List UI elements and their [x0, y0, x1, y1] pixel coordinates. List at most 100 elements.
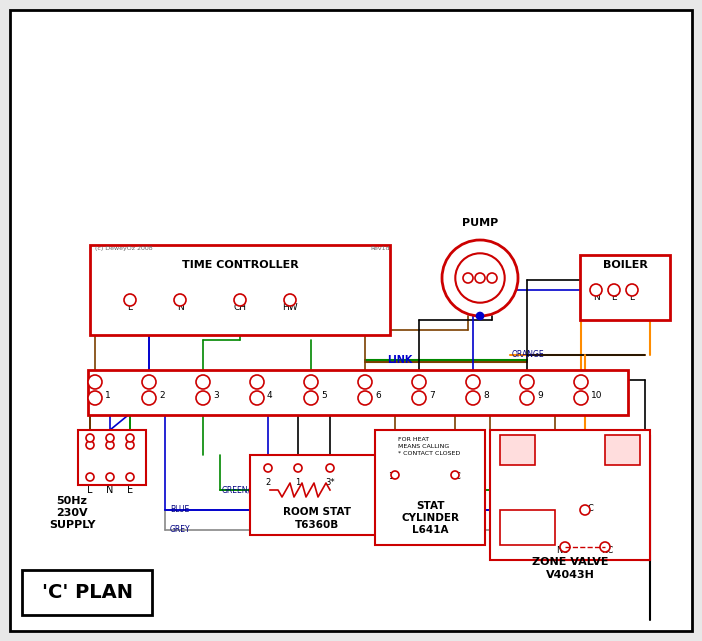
- Text: GREY: GREY: [170, 525, 191, 534]
- Text: N: N: [106, 485, 114, 495]
- Circle shape: [126, 473, 134, 481]
- Text: 230V: 230V: [56, 508, 88, 518]
- Circle shape: [600, 542, 610, 552]
- Circle shape: [560, 542, 570, 552]
- Circle shape: [520, 375, 534, 389]
- Circle shape: [174, 294, 186, 306]
- Text: LINK: LINK: [388, 355, 413, 365]
- Circle shape: [412, 375, 426, 389]
- Circle shape: [304, 391, 318, 405]
- Text: SUPPLY: SUPPLY: [48, 520, 95, 530]
- Bar: [605, 435, 640, 465]
- Text: BOILER: BOILER: [602, 260, 647, 270]
- Text: NC: NC: [601, 546, 613, 555]
- Circle shape: [106, 434, 114, 442]
- Text: CH: CH: [234, 303, 246, 312]
- Circle shape: [142, 375, 156, 389]
- Text: PUMP: PUMP: [462, 218, 498, 228]
- Circle shape: [106, 473, 114, 481]
- Circle shape: [86, 434, 94, 442]
- Text: N: N: [592, 293, 600, 302]
- Text: NO: NO: [557, 546, 569, 555]
- Bar: [490, 430, 650, 560]
- Circle shape: [88, 375, 102, 389]
- Text: 1: 1: [296, 478, 300, 487]
- Text: MEANS CALLING: MEANS CALLING: [398, 444, 449, 449]
- Text: 5: 5: [321, 390, 326, 399]
- Text: CYLINDER: CYLINDER: [401, 513, 459, 523]
- Text: L: L: [128, 303, 133, 312]
- Circle shape: [475, 273, 485, 283]
- Text: ROOM STAT: ROOM STAT: [283, 507, 351, 517]
- Circle shape: [126, 441, 134, 449]
- Circle shape: [477, 313, 484, 319]
- Circle shape: [487, 273, 497, 283]
- Text: HW: HW: [282, 303, 298, 312]
- Text: 2: 2: [265, 478, 271, 487]
- Text: 4: 4: [267, 390, 272, 399]
- Circle shape: [466, 391, 480, 405]
- Text: (c) DeweyOz 2008: (c) DeweyOz 2008: [95, 246, 152, 251]
- Bar: [90, 245, 390, 335]
- Text: 50Hz: 50Hz: [57, 496, 88, 506]
- Circle shape: [86, 473, 94, 481]
- Circle shape: [520, 391, 534, 405]
- Text: C: C: [587, 504, 593, 513]
- Text: L: L: [87, 485, 93, 495]
- Bar: [22, 570, 152, 615]
- Circle shape: [196, 375, 210, 389]
- Bar: [500, 510, 555, 545]
- Circle shape: [358, 375, 372, 389]
- Circle shape: [124, 294, 136, 306]
- Circle shape: [304, 375, 318, 389]
- Text: M: M: [520, 520, 534, 534]
- Circle shape: [574, 375, 588, 389]
- Text: BLUE: BLUE: [170, 505, 190, 514]
- Circle shape: [86, 441, 94, 449]
- Text: Rev1d: Rev1d: [370, 246, 390, 251]
- Text: ORANGE: ORANGE: [512, 350, 545, 359]
- Circle shape: [451, 471, 459, 479]
- Text: 10: 10: [591, 390, 602, 399]
- Text: 8: 8: [483, 390, 489, 399]
- Circle shape: [391, 471, 399, 479]
- Text: 6: 6: [375, 390, 380, 399]
- Text: STAT: STAT: [416, 501, 444, 511]
- Text: L: L: [630, 293, 635, 302]
- Circle shape: [456, 253, 505, 303]
- Text: N E L: N E L: [469, 274, 491, 283]
- Circle shape: [250, 375, 264, 389]
- Text: N: N: [177, 303, 183, 312]
- Text: WHITE: WHITE: [520, 375, 545, 384]
- Bar: [250, 455, 385, 535]
- Circle shape: [412, 391, 426, 405]
- Circle shape: [106, 441, 114, 449]
- Bar: [375, 430, 485, 545]
- Text: BROWN: BROWN: [476, 465, 485, 495]
- Circle shape: [358, 391, 372, 405]
- Text: E: E: [127, 485, 133, 495]
- Circle shape: [326, 464, 334, 472]
- Text: TIME CONTROLLER: TIME CONTROLLER: [182, 260, 298, 270]
- Text: 1: 1: [105, 390, 111, 399]
- Text: ZONE VALVE: ZONE VALVE: [531, 557, 608, 567]
- Circle shape: [608, 284, 620, 296]
- Circle shape: [284, 294, 296, 306]
- Circle shape: [626, 284, 638, 296]
- Text: C: C: [454, 472, 460, 481]
- Circle shape: [250, 391, 264, 405]
- Text: FOR HEAT: FOR HEAT: [398, 437, 429, 442]
- Circle shape: [574, 391, 588, 405]
- Circle shape: [442, 240, 518, 316]
- Text: 9: 9: [537, 390, 543, 399]
- Circle shape: [264, 464, 272, 472]
- Circle shape: [234, 294, 246, 306]
- Bar: [580, 255, 670, 320]
- Text: 3: 3: [213, 390, 219, 399]
- Text: 2: 2: [159, 390, 165, 399]
- Circle shape: [126, 434, 134, 442]
- Circle shape: [196, 391, 210, 405]
- Circle shape: [142, 391, 156, 405]
- Text: V4043H: V4043H: [545, 570, 595, 580]
- Text: 3*: 3*: [325, 478, 335, 487]
